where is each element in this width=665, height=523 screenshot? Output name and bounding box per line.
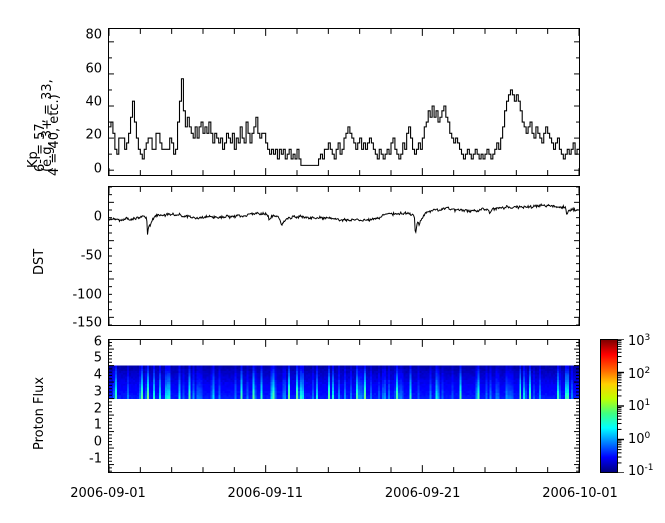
proton-ytick-3: 3 xyxy=(93,384,102,400)
kp-ytick-labels: 80 60 40 20 0 xyxy=(58,28,102,176)
colorbar-label-1-base: 10 xyxy=(628,399,645,415)
dst-ytick-n50: -50 xyxy=(80,248,102,264)
proton-ytick-5: 5 xyxy=(93,350,102,366)
colorbar-ticks xyxy=(618,339,624,473)
colorbar-label-n1: 10-1 xyxy=(628,463,654,479)
dst-ytick-n100: -100 xyxy=(72,287,102,303)
xtick-label-1: 2006-09-11 xyxy=(227,486,304,501)
kp-ytick-40: 40 xyxy=(85,94,102,110)
proton-flux-axis-title: Proton Flux xyxy=(32,376,47,450)
kp-plot-area xyxy=(109,29,579,175)
colorbar-label-1: 101 xyxy=(628,398,650,414)
dst-panel xyxy=(108,186,580,326)
dst-plot-area xyxy=(109,187,579,325)
proton-ytick-6: 6 xyxy=(93,334,102,350)
colorbar-label-0: 100 xyxy=(628,430,650,446)
xtick-label-3: 2006-10-01 xyxy=(542,486,618,501)
proton-flux-plot-area xyxy=(109,340,579,472)
kp-ytick-80: 80 xyxy=(85,27,102,43)
kp-axis-title-group: Kp (e.g. 3+ = 33, 6- = 57, 4 = 40, etc.) xyxy=(0,0,62,180)
kp-ytick-0: 0 xyxy=(93,161,102,177)
kp-panel xyxy=(108,28,580,176)
colorbar-label-1-exp: 1 xyxy=(644,397,651,408)
proton-flux-panel xyxy=(108,339,580,473)
colorbar-label-3: 103 xyxy=(628,333,650,349)
dst-ytick-n150: -150 xyxy=(72,315,102,331)
colorbar-label-0-exp: 0 xyxy=(644,430,651,441)
proton-ytick-0: 0 xyxy=(93,434,102,450)
proton-ytick-labels: 6 5 4 3 2 1 0 -1 xyxy=(58,334,102,473)
colorbar-label-n1-exp: -1 xyxy=(644,462,654,473)
kp-ytick-60: 60 xyxy=(85,61,102,77)
proton-ytick-1: 1 xyxy=(93,417,102,433)
dst-axis-title: DST xyxy=(32,248,47,275)
proton-ytick-n1: -1 xyxy=(89,451,102,467)
colorbar-label-0-base: 10 xyxy=(628,431,645,447)
proton-flux-colorbar xyxy=(600,339,618,473)
proton-ytick-2: 2 xyxy=(93,401,102,417)
dst-ytick-labels: 0 -50 -100 -150 xyxy=(58,186,102,331)
colorbar-label-n1-base: 10 xyxy=(628,464,645,480)
colorbar-label-2: 102 xyxy=(628,365,650,381)
colorbar-label-3-exp: 3 xyxy=(644,332,651,343)
colorbar-label-2-base: 10 xyxy=(628,366,645,382)
xtick-label-0: 2006-09-01 xyxy=(70,486,146,501)
kp-axis-title-line3: 6- = 57, xyxy=(33,119,48,172)
proton-ytick-4: 4 xyxy=(93,367,102,383)
kp-axis-title-line4: 4 = 40, etc.) xyxy=(47,94,62,176)
kp-ytick-20: 20 xyxy=(85,127,102,143)
colorbar-gradient xyxy=(601,340,617,472)
dst-ytick-0: 0 xyxy=(93,209,102,225)
colorbar-label-3-base: 10 xyxy=(628,334,645,350)
colorbar-label-2-exp: 2 xyxy=(644,365,651,376)
xtick-label-2: 2006-09-21 xyxy=(384,486,461,501)
